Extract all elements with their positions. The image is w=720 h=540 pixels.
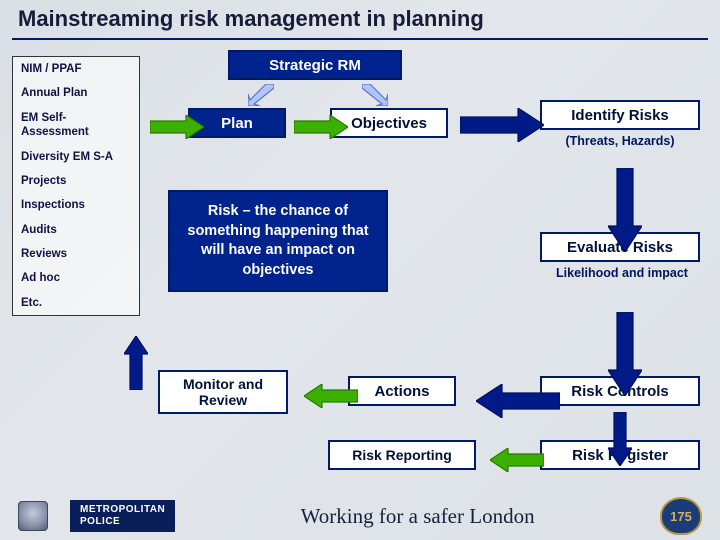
arrow-register-to-report xyxy=(490,448,544,477)
brand-logo: METROPOLITAN POLICE xyxy=(70,500,175,532)
anniversary-badge: 175 xyxy=(660,497,702,535)
arrow-controls-to-register xyxy=(608,412,632,471)
sidebar-item: Reviews xyxy=(13,242,139,266)
sidebar-item: EM Self-Assessment xyxy=(13,106,139,145)
sublabel-threats: (Threats, Hazards) xyxy=(560,134,680,148)
arrow-strategic-to-plan xyxy=(248,84,274,111)
node-monitor-review: Monitor and Review xyxy=(158,370,288,414)
arrow-controls-to-actions xyxy=(476,384,560,423)
title-underline xyxy=(12,38,708,40)
node-risk-reporting: Risk Reporting xyxy=(328,440,476,470)
sidebar-item: Projects xyxy=(13,169,139,193)
sidebar-item: Diversity EM S-A xyxy=(13,145,139,169)
arrow-eval-to-controls xyxy=(608,312,642,401)
sidebar-input-list: NIM / PPAFAnnual PlanEM Self-AssessmentD… xyxy=(12,56,140,316)
arrow-strategic-to-obj xyxy=(362,84,388,111)
sublabel-likelihood: Likelihood and impact xyxy=(552,266,692,280)
node-strategic-rm: Strategic RM xyxy=(228,50,402,80)
brand-line2: POLICE xyxy=(80,516,165,528)
arrow-obj-to-identify xyxy=(460,108,544,147)
brand-line1: METROPOLITAN xyxy=(80,504,165,516)
sidebar-item: Etc. xyxy=(13,291,139,315)
node-identify-risks: Identify Risks xyxy=(540,100,700,130)
crest-icon xyxy=(18,501,48,531)
sidebar-item: NIM / PPAF xyxy=(13,57,139,81)
sidebar-item: Audits xyxy=(13,218,139,242)
arrow-identify-to-eval xyxy=(608,168,642,257)
sidebar-item: Ad hoc xyxy=(13,266,139,290)
page-title: Mainstreaming risk management in plannin… xyxy=(18,6,484,32)
footer: METROPOLITAN POLICE Working for a safer … xyxy=(0,492,720,540)
sidebar-item: Annual Plan xyxy=(13,81,139,105)
arrow-plan-to-obj xyxy=(294,115,348,144)
arrow-actions-to-monitor xyxy=(304,384,358,413)
risk-definition-box: Risk – the chance of something happening… xyxy=(168,190,388,292)
slogan: Working for a safer London xyxy=(197,504,638,529)
arrow-monitor-to-sidebar xyxy=(124,336,148,395)
arrow-sidebar-to-plan xyxy=(150,115,204,144)
node-actions: Actions xyxy=(348,376,456,406)
sidebar-item: Inspections xyxy=(13,193,139,217)
